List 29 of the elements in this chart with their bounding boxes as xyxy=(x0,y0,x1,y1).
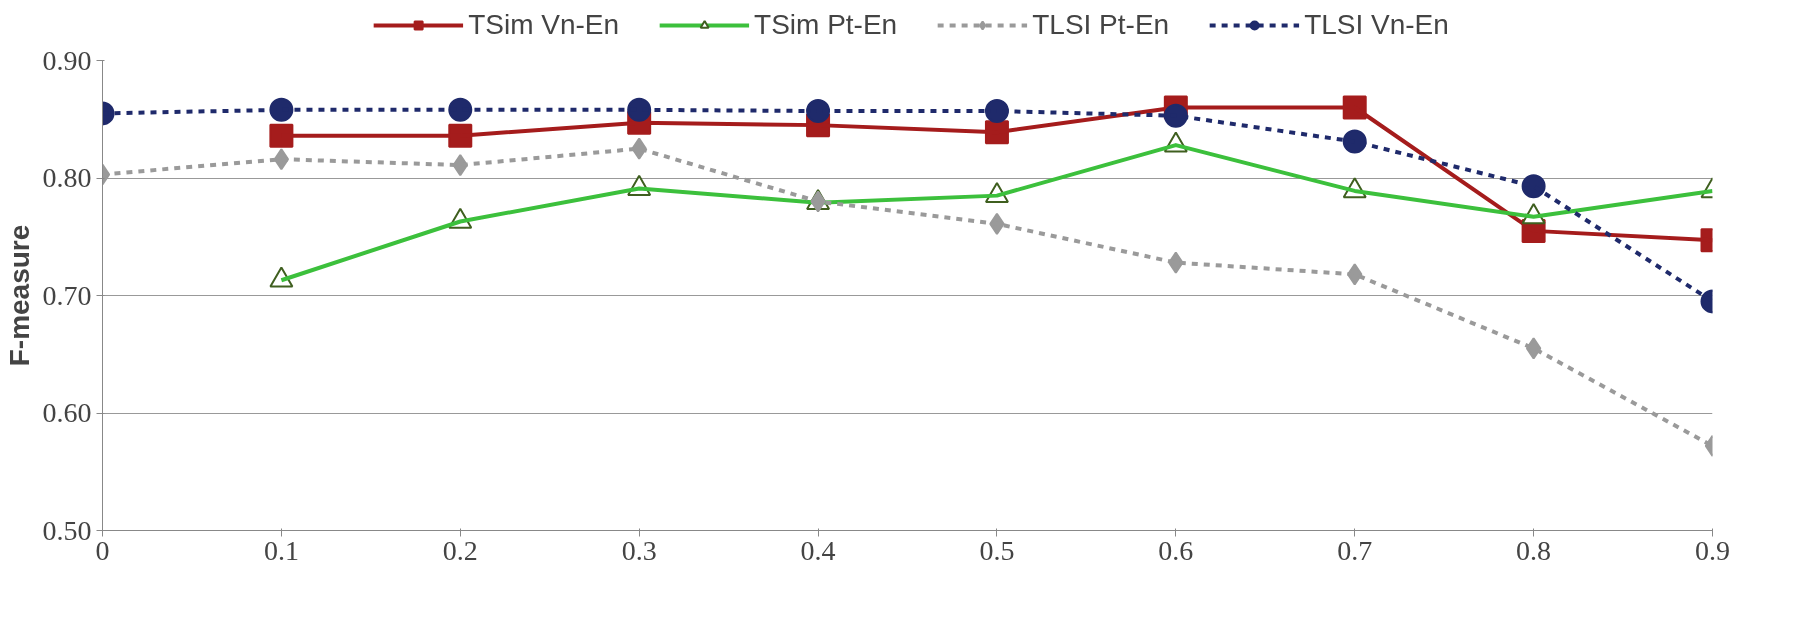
y-axis-title: F-measure xyxy=(3,224,35,367)
legend-label: TLSI Vn-En xyxy=(1304,9,1449,41)
point xyxy=(627,97,652,122)
x-tick-label: 0.7 xyxy=(1337,534,1373,566)
y-tick-label: 0.50 xyxy=(42,514,92,546)
legend-label: TSim Vn-En xyxy=(468,9,620,41)
point xyxy=(806,99,831,123)
x-tick-label: 0.3 xyxy=(621,534,657,566)
point xyxy=(269,97,294,122)
legend-label: TLSI Pt-En xyxy=(1032,9,1170,41)
x-tick-label: 0.4 xyxy=(800,534,836,566)
point xyxy=(1521,174,1546,199)
y-tick-label: 0.70 xyxy=(42,279,92,311)
x-tick-label: 0.6 xyxy=(1158,534,1194,566)
point xyxy=(1163,103,1188,128)
point xyxy=(984,99,1009,123)
x-tick-label: 0 xyxy=(95,534,110,566)
legend-label: TSim Pt-En xyxy=(754,9,898,41)
x-tick-label: 0.9 xyxy=(1695,534,1730,566)
point xyxy=(1342,129,1367,154)
x-tick-label: 0.8 xyxy=(1516,534,1552,566)
y-tick-label: 0.60 xyxy=(42,397,92,428)
x-tick-label: 0.1 xyxy=(263,534,299,566)
point xyxy=(269,123,294,148)
x-tick-label: 0.5 xyxy=(979,534,1015,566)
y-tick-label: 0.90 xyxy=(42,44,92,76)
point xyxy=(448,97,473,122)
y-tick-label: 0.80 xyxy=(42,162,92,193)
x-tick-label: 0.2 xyxy=(442,534,478,566)
